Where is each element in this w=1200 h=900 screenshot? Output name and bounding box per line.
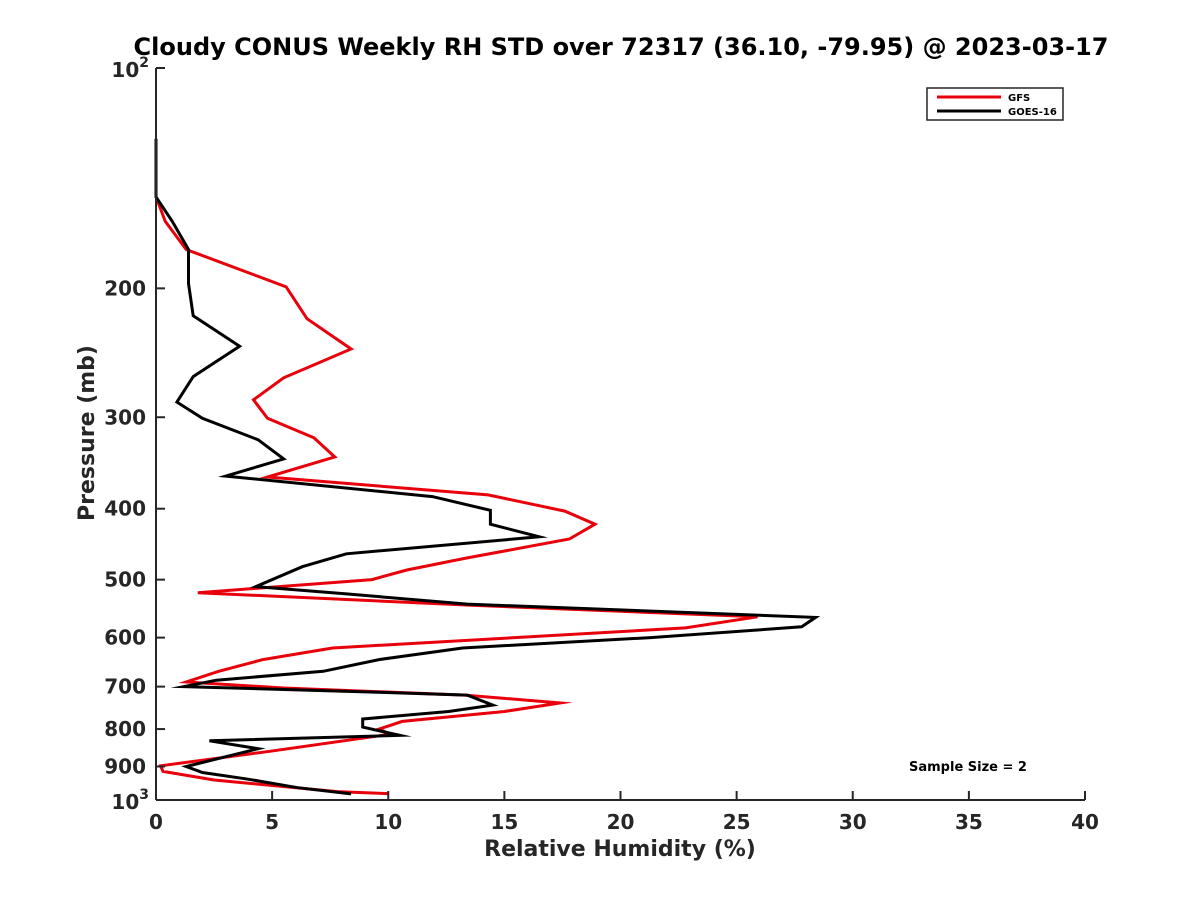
legend: GFS GOES-16 xyxy=(926,87,1064,121)
axes: 0 5 10 15 20 25 30 35 40 102 200 300 400 500 600 700 800… xyxy=(104,55,1099,834)
y-tick-label: 600 xyxy=(104,626,146,650)
x-tick-label: 30 xyxy=(839,810,867,834)
y-tick-label: 102 xyxy=(111,55,149,82)
x-tick-label: 0 xyxy=(149,810,163,834)
y-tick-label: 900 xyxy=(104,755,146,779)
x-tick-label: 15 xyxy=(490,810,518,834)
x-tick-label: 10 xyxy=(374,810,402,834)
y-tick-label: 800 xyxy=(104,717,146,741)
legend-box xyxy=(926,87,1064,121)
x-tick-label: 35 xyxy=(955,810,983,834)
x-tick-label: 5 xyxy=(265,810,279,834)
y-axis-label: Pressure (mb) xyxy=(75,345,100,521)
y-tick-label: 500 xyxy=(104,568,146,592)
series-line-goes-16 xyxy=(154,138,821,796)
x-axis-label: Relative Humidity (%) xyxy=(484,837,756,862)
x-tick-label: 20 xyxy=(607,810,635,834)
y-tick-label: 300 xyxy=(104,405,146,429)
chart-title: Cloudy CONUS Weekly RH STD over 72317 (3… xyxy=(134,33,1109,61)
y-tick-label: 700 xyxy=(104,675,146,699)
sample-size-note: Sample Size = 2 xyxy=(909,760,1027,775)
legend-label-gfs: GFS xyxy=(1008,93,1030,104)
x-tick-label: 40 xyxy=(1071,810,1099,834)
y-tick-label: 400 xyxy=(104,497,146,521)
x-tick-label: 25 xyxy=(723,810,751,834)
y-tick-label: 103 xyxy=(111,787,149,814)
y-tick-label: 200 xyxy=(104,276,146,300)
plot-series xyxy=(154,138,821,796)
legend-label-goes-16: GOES-16 xyxy=(1008,107,1057,118)
